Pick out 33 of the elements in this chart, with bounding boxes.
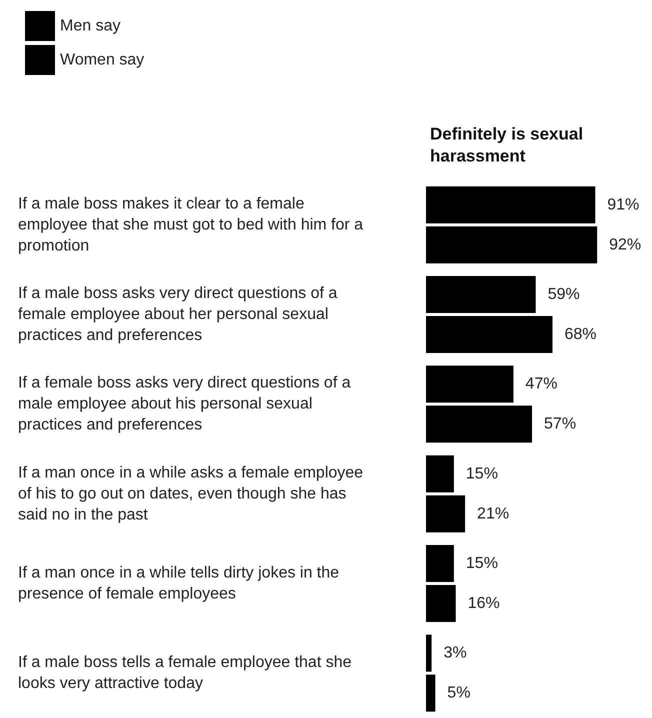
y-tick-label: If a man once in a while tells dirty jokes in the presence of female employees xyxy=(18,564,344,602)
y-tick-label: If a female boss asks very direct questions of a male employee about his personal sexual practices and preferences xyxy=(18,374,356,434)
bar xyxy=(426,455,454,492)
data-label: 21% xyxy=(477,505,510,522)
chart-title: Definitely is sexual harassment xyxy=(430,124,588,166)
bar xyxy=(426,316,552,353)
y-tick-label: If a male boss tells a female employee that she looks very attractive today xyxy=(18,654,356,692)
data-label: 91% xyxy=(607,196,640,214)
bar xyxy=(426,495,466,532)
y-tick-label: If a male boss asks very direct questions of a female employee about her personal sexual practices and preferences xyxy=(18,285,342,344)
bar xyxy=(426,366,514,403)
data-label: 57% xyxy=(544,416,576,433)
data-label: 92% xyxy=(609,236,642,254)
legend-label: Men say xyxy=(60,18,120,34)
data-label: 59% xyxy=(548,286,580,304)
y-tick-label: If a male boss makes it clear to a female employee that she must got to bed with him for a promotion xyxy=(18,195,368,254)
data-label: 15% xyxy=(466,555,498,572)
bar xyxy=(426,634,432,672)
y-tick-label: If a man once in a while asks a female employee of his to go out on dates, even though she has said no in the past xyxy=(18,464,368,524)
bar xyxy=(426,584,456,622)
bar xyxy=(426,226,598,264)
bar xyxy=(426,406,532,443)
data-label: 15% xyxy=(466,465,498,482)
data-label: 16% xyxy=(468,594,500,612)
legend-label: Women say xyxy=(60,52,144,68)
data-label: 47% xyxy=(525,376,558,393)
bar xyxy=(426,545,454,582)
bar xyxy=(426,674,436,712)
bar xyxy=(426,186,596,224)
data-label: 68% xyxy=(564,326,597,343)
bar xyxy=(426,276,536,314)
data-label: 5% xyxy=(447,684,470,702)
data-label: 3% xyxy=(444,644,467,662)
